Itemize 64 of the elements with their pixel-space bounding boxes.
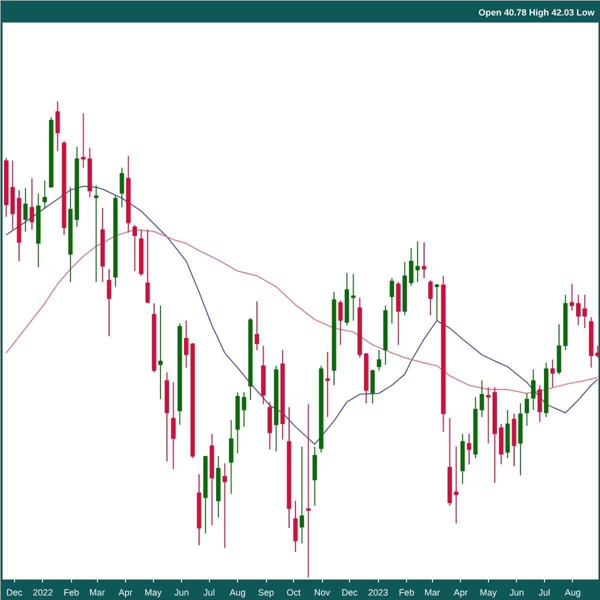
x-tick-label: Feb bbox=[398, 588, 414, 598]
text: Open 40.78 High 42.03 Low bbox=[478, 8, 596, 18]
candlestick bbox=[293, 500, 298, 552]
candlestick bbox=[538, 384, 542, 422]
x-tick-label: Dec bbox=[342, 588, 358, 598]
candlestick bbox=[531, 369, 536, 411]
candlestick bbox=[23, 188, 28, 232]
candlestick bbox=[325, 351, 330, 418]
x-tick-label: Mar bbox=[424, 588, 440, 598]
candlestick bbox=[306, 404, 310, 578]
candlestick bbox=[228, 420, 234, 494]
candlestick bbox=[254, 300, 260, 351]
candlestick bbox=[434, 283, 440, 322]
candlestick bbox=[158, 305, 163, 400]
candlestick bbox=[480, 380, 484, 418]
candlestick bbox=[422, 242, 426, 279]
x-tick-label: May bbox=[480, 588, 498, 598]
candlestick bbox=[184, 320, 188, 368]
candlestick bbox=[486, 386, 490, 444]
candlestick bbox=[55, 101, 60, 152]
x-tick-label: Dec bbox=[6, 588, 23, 598]
candlestick bbox=[145, 229, 150, 304]
candlestick bbox=[428, 280, 433, 316]
candlestick bbox=[390, 278, 394, 324]
candlestick bbox=[582, 294, 587, 329]
x-tick-label: Jul bbox=[203, 588, 215, 598]
x-tick-label: Mar bbox=[89, 588, 105, 598]
x-tick-label: Jul bbox=[538, 588, 550, 598]
candlestick bbox=[550, 359, 555, 388]
candlestick bbox=[42, 180, 47, 209]
candlestick bbox=[370, 369, 375, 404]
candlestick bbox=[171, 382, 176, 470]
x-tick-label: 2022 bbox=[32, 588, 53, 598]
candlestick bbox=[300, 446, 304, 544]
x-tick-label: May bbox=[144, 588, 162, 598]
candlestick bbox=[338, 300, 343, 346]
candlestick bbox=[415, 240, 420, 282]
x-tick-label: 2023 bbox=[368, 588, 388, 598]
candlestick bbox=[222, 462, 227, 549]
candlestick bbox=[376, 350, 382, 372]
candlestick bbox=[351, 273, 356, 322]
candlestick bbox=[120, 167, 124, 208]
candlestick bbox=[408, 248, 414, 286]
candlestick bbox=[94, 184, 98, 282]
candlestick bbox=[570, 283, 574, 312]
x-tick-label: Apr bbox=[454, 588, 468, 598]
x-tick-label: Nov bbox=[314, 588, 331, 598]
x-tick-label: Jun bbox=[174, 588, 189, 598]
candlestick bbox=[106, 268, 112, 337]
candlestick bbox=[242, 392, 246, 428]
candlestick bbox=[524, 392, 530, 426]
x-tick-label: Sep bbox=[258, 588, 274, 598]
candlestick bbox=[132, 224, 137, 272]
x-tick-label: Aug bbox=[564, 588, 581, 598]
candlestick bbox=[81, 112, 86, 168]
x-tick-label: Aug bbox=[230, 588, 246, 598]
x-tick-label: Oct bbox=[286, 588, 302, 598]
x-tick-label: Apr bbox=[118, 588, 133, 598]
candlestick bbox=[454, 446, 458, 524]
candlestick bbox=[576, 294, 580, 326]
candlestick bbox=[466, 433, 472, 465]
x-tick-label: Jun bbox=[510, 588, 524, 598]
candlestick bbox=[30, 178, 34, 230]
x-tick-label: Feb bbox=[64, 588, 80, 598]
